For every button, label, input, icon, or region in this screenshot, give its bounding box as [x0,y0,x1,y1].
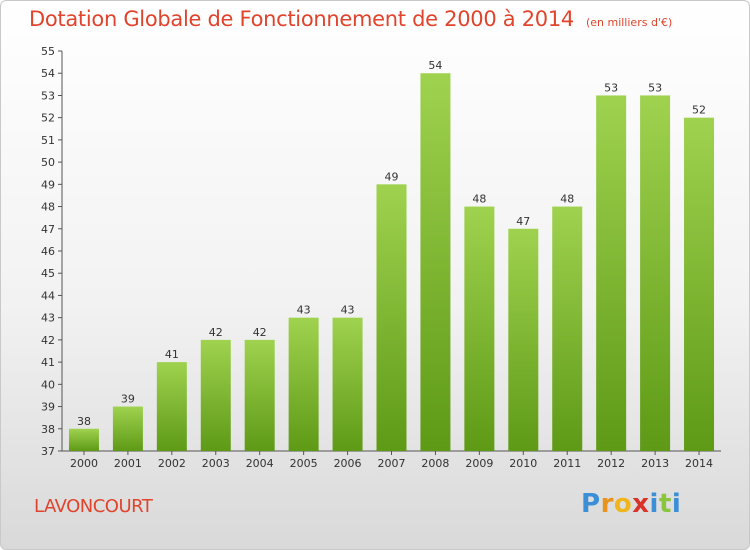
x-tick-label: 2004 [246,457,274,470]
logo-letter: r [600,489,614,519]
bar [112,406,143,451]
proxiti-logo[interactable]: Proxiti [581,489,681,519]
bar-value-label: 39 [121,393,135,406]
y-tick-label: 44 [41,289,55,302]
y-tick-label: 55 [41,45,55,58]
y-tick-label: 43 [41,312,55,325]
chart-subtitle: (en milliers d'€) [585,16,673,29]
y-tick-label: 41 [41,356,55,369]
y-tick-label: 52 [41,112,55,125]
bar [420,73,451,451]
bar-value-label: 42 [253,326,267,339]
logo-letter: i [671,489,682,519]
bar-value-label: 41 [165,348,179,361]
commune-name: LAVONCOURT [34,496,153,517]
x-tick-label: 2006 [334,457,362,470]
bar [684,117,715,452]
x-tick-label: 2013 [641,457,669,470]
y-tick-label: 39 [41,401,55,414]
bar-value-label: 53 [604,81,618,94]
bar-value-label: 43 [341,304,355,317]
bar-value-label: 48 [560,193,574,206]
y-tick-label: 40 [41,378,55,391]
y-tick-label: 53 [41,89,55,102]
x-tick-label: 2001 [114,457,142,470]
x-tick-label: 2008 [421,457,449,470]
bar-value-label: 49 [385,170,399,183]
bar [244,339,275,451]
title-text: Dotation Globale de Fonctionnement de 20… [29,7,574,31]
y-tick-label: 51 [41,134,55,147]
chart-title: Dotation Globale de Fonctionnement de 20… [29,7,672,31]
bar-value-label: 52 [692,104,706,117]
x-tick-label: 2012 [597,457,625,470]
y-tick-label: 48 [41,201,55,214]
bar [156,362,187,451]
x-tick-label: 2010 [509,457,537,470]
chart-bars: 38 39 41 42 42 43 43 49 54 48 47 48 53 53 52 [68,59,715,452]
logo-letter: P [581,489,601,519]
bar [288,317,319,451]
x-tick-label: 2009 [465,457,493,470]
bar [464,206,495,451]
y-tick-label: 45 [41,267,55,280]
bar-value-label: 38 [77,415,91,428]
y-tick-label: 42 [41,334,55,347]
bar [640,95,671,451]
x-tick-label: 2005 [290,457,318,470]
x-tick-label: 2011 [553,457,581,470]
bar-value-label: 47 [516,215,530,228]
x-tick-label: 2002 [158,457,186,470]
bar [332,317,363,451]
bar [508,228,539,451]
bar-value-label: 43 [297,304,311,317]
logo-letter: i [649,489,659,519]
y-tick-label: 47 [41,223,55,236]
bar [200,339,231,451]
bar-value-label: 54 [428,59,442,72]
bar [68,428,99,451]
logo-letter: t [658,489,672,519]
x-tick-label: 2007 [378,457,406,470]
bar [596,95,627,451]
chart-axes: 37 38 39 40 41 42 43 44 45 46 47 48 49 50 51 52 53 54 55 20… [41,45,721,470]
y-tick-label: 54 [41,67,55,80]
bar-value-label: 53 [648,81,662,94]
y-tick-label: 37 [41,445,55,458]
y-tick-label: 49 [41,178,55,191]
logo-letter: x [632,489,650,519]
x-tick-label: 2003 [202,457,230,470]
bar-value-label: 42 [209,326,223,339]
x-tick-label: 2014 [685,457,713,470]
bar [376,184,407,452]
x-tick-label: 2000 [70,457,98,470]
y-tick-label: 38 [41,423,55,436]
bar [552,206,583,451]
bar-value-label: 48 [472,193,486,206]
logo-letter: o [613,489,633,519]
y-tick-label: 50 [41,156,55,169]
y-tick-label: 46 [41,245,55,258]
